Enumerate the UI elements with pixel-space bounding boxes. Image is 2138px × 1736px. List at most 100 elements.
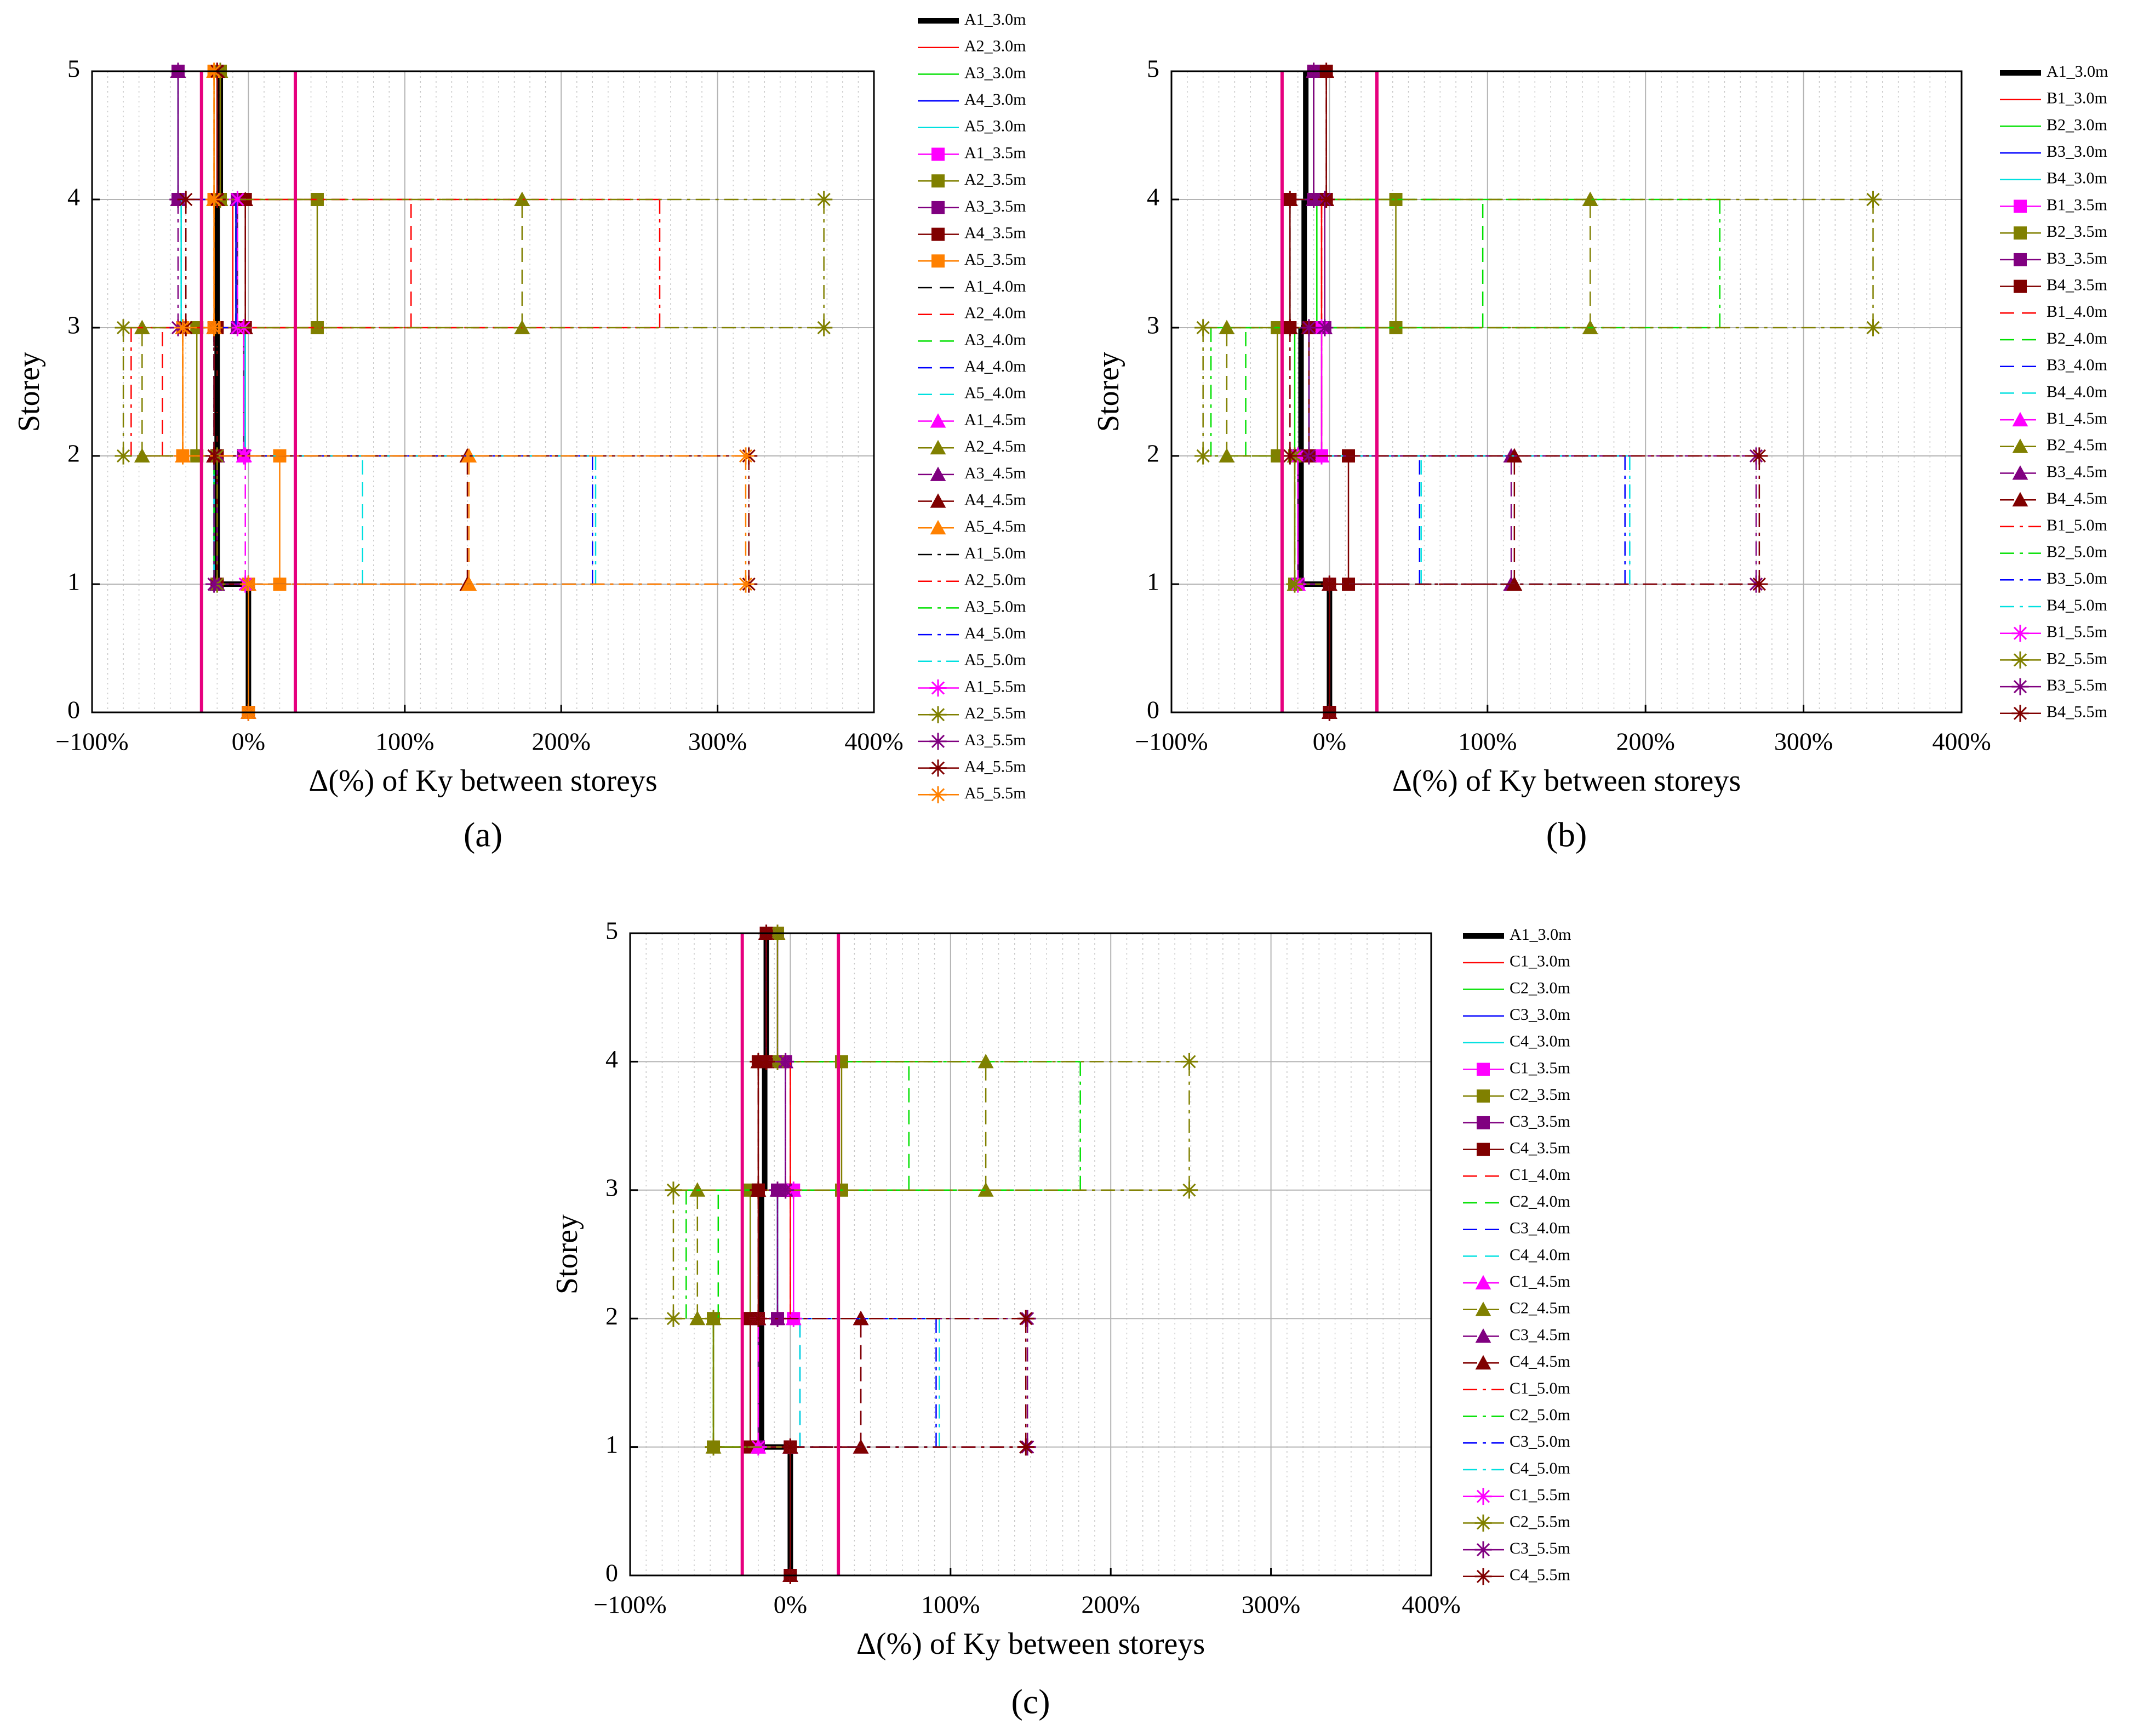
legend-label: C1_5.0m xyxy=(1510,1379,1570,1397)
marker xyxy=(1180,1181,1198,1199)
series xyxy=(177,71,249,712)
series xyxy=(177,71,363,712)
legend-label: A4_5.5m xyxy=(964,757,1026,775)
legend-label: B1_5.0m xyxy=(2046,516,2107,534)
legend-label: C1_3.0m xyxy=(1510,952,1570,970)
marker xyxy=(777,1181,794,1199)
plot-frame xyxy=(1170,70,1963,713)
legend-label: C3_3.5m xyxy=(1510,1112,1570,1130)
legend-label: A5_5.0m xyxy=(964,651,1026,669)
legend-label: B1_3.5m xyxy=(2046,196,2107,214)
legend-label: C3_5.0m xyxy=(1510,1432,1570,1451)
series xyxy=(1300,62,1765,721)
legend-label: A1_5.5m xyxy=(964,677,1026,695)
caption: (c) xyxy=(1011,1682,1050,1721)
marker xyxy=(1281,319,1299,336)
legend-label: B2_4.5m xyxy=(2046,436,2107,454)
series xyxy=(201,71,249,712)
legend-label: B4_5.0m xyxy=(2046,596,2107,614)
legend-label: C2_4.0m xyxy=(1510,1192,1570,1210)
series xyxy=(1289,71,1631,712)
series xyxy=(177,71,597,712)
marker xyxy=(2012,438,2028,453)
legend-label: A3_5.0m xyxy=(964,597,1026,615)
y-tick-label: 2 xyxy=(1147,439,1159,467)
series xyxy=(1219,63,1598,719)
series xyxy=(750,924,802,1584)
marker xyxy=(2011,651,2029,669)
legend-label: B4_3.0m xyxy=(2046,169,2107,187)
legend-label: B2_4.0m xyxy=(2046,329,2107,347)
legend-label: A1_4.0m xyxy=(964,277,1026,295)
series xyxy=(1308,71,1626,712)
legend-label: A3_4.5m xyxy=(964,464,1026,482)
marker xyxy=(2014,279,2027,293)
marker xyxy=(1474,1568,1492,1585)
marker xyxy=(1475,1301,1491,1316)
x-tick-label: 0% xyxy=(774,1591,807,1619)
y-tick-label: 1 xyxy=(605,1430,618,1458)
legend-label: C1_5.5m xyxy=(1510,1486,1570,1504)
series xyxy=(1308,71,1421,712)
marker xyxy=(1477,1063,1490,1076)
marker xyxy=(2011,678,2029,695)
legend-label: B1_5.5m xyxy=(2046,623,2107,641)
marker xyxy=(1475,1328,1491,1343)
series xyxy=(190,65,324,719)
marker xyxy=(2012,465,2028,480)
legend-label: B3_3.5m xyxy=(2046,249,2107,267)
y-tick-label: 1 xyxy=(67,568,80,596)
y-tick-label: 5 xyxy=(67,55,80,83)
series xyxy=(712,933,791,1575)
series xyxy=(1210,71,1720,712)
marker xyxy=(929,706,947,723)
marker xyxy=(2014,226,2027,240)
marker xyxy=(1475,1275,1491,1290)
legend-label: C2_3.0m xyxy=(1510,979,1570,997)
series xyxy=(174,62,754,721)
marker xyxy=(1286,575,1304,593)
marker xyxy=(929,679,947,697)
legend-label: A5_5.5m xyxy=(964,784,1026,802)
marker xyxy=(1305,191,1323,208)
legend-label: A2_5.0m xyxy=(964,571,1026,589)
y-tick-label: 4 xyxy=(67,183,80,211)
marker xyxy=(2014,253,2027,266)
caption: (b) xyxy=(1546,815,1587,854)
marker xyxy=(930,493,946,508)
legend-label: A2_4.5m xyxy=(964,437,1026,455)
x-tick-label: 0% xyxy=(1313,728,1346,756)
marker xyxy=(737,575,754,593)
legend-label: B1_3.0m xyxy=(2046,89,2107,107)
marker xyxy=(205,191,223,208)
x-tick-label: 300% xyxy=(1242,1591,1300,1619)
y-tick-label: 5 xyxy=(605,917,618,945)
legend-label: C1_4.0m xyxy=(1510,1166,1570,1184)
legend-label: B2_3.5m xyxy=(2046,222,2107,241)
legend-label: A3_3.5m xyxy=(964,197,1026,215)
legend-label: C1_4.5m xyxy=(1510,1272,1570,1290)
marker xyxy=(205,447,223,465)
marker xyxy=(930,413,946,428)
marker xyxy=(1017,1310,1034,1327)
legend-label: B4_4.0m xyxy=(2046,382,2107,401)
x-tick-label: −100% xyxy=(55,728,128,756)
marker xyxy=(929,733,947,750)
legend-label: A1_3.0m xyxy=(2046,62,2108,81)
y-tick-label: 5 xyxy=(1147,55,1159,83)
panel: −100% 0% 100% 200% 300% 400% 0 1 2 3 4 5 A1_3.0m B1_3… xyxy=(1091,55,2108,854)
legend-label: B4_3.5m xyxy=(2046,276,2107,294)
legend-label: C3_3.0m xyxy=(1510,1006,1570,1024)
y-tick-label: 4 xyxy=(605,1045,618,1073)
marker xyxy=(205,575,223,593)
legend-label: B1_4.0m xyxy=(2046,302,2107,321)
legend-label: A1_3.5m xyxy=(964,144,1026,162)
marker xyxy=(977,1182,994,1197)
legend-label: C3_4.0m xyxy=(1510,1219,1570,1237)
plot-frame xyxy=(629,932,1432,1577)
legend-label: B3_4.0m xyxy=(2046,356,2107,374)
marker xyxy=(1474,1541,1492,1558)
x-tick-label: 200% xyxy=(1616,728,1675,756)
x-tick-label: 400% xyxy=(1932,728,1991,756)
